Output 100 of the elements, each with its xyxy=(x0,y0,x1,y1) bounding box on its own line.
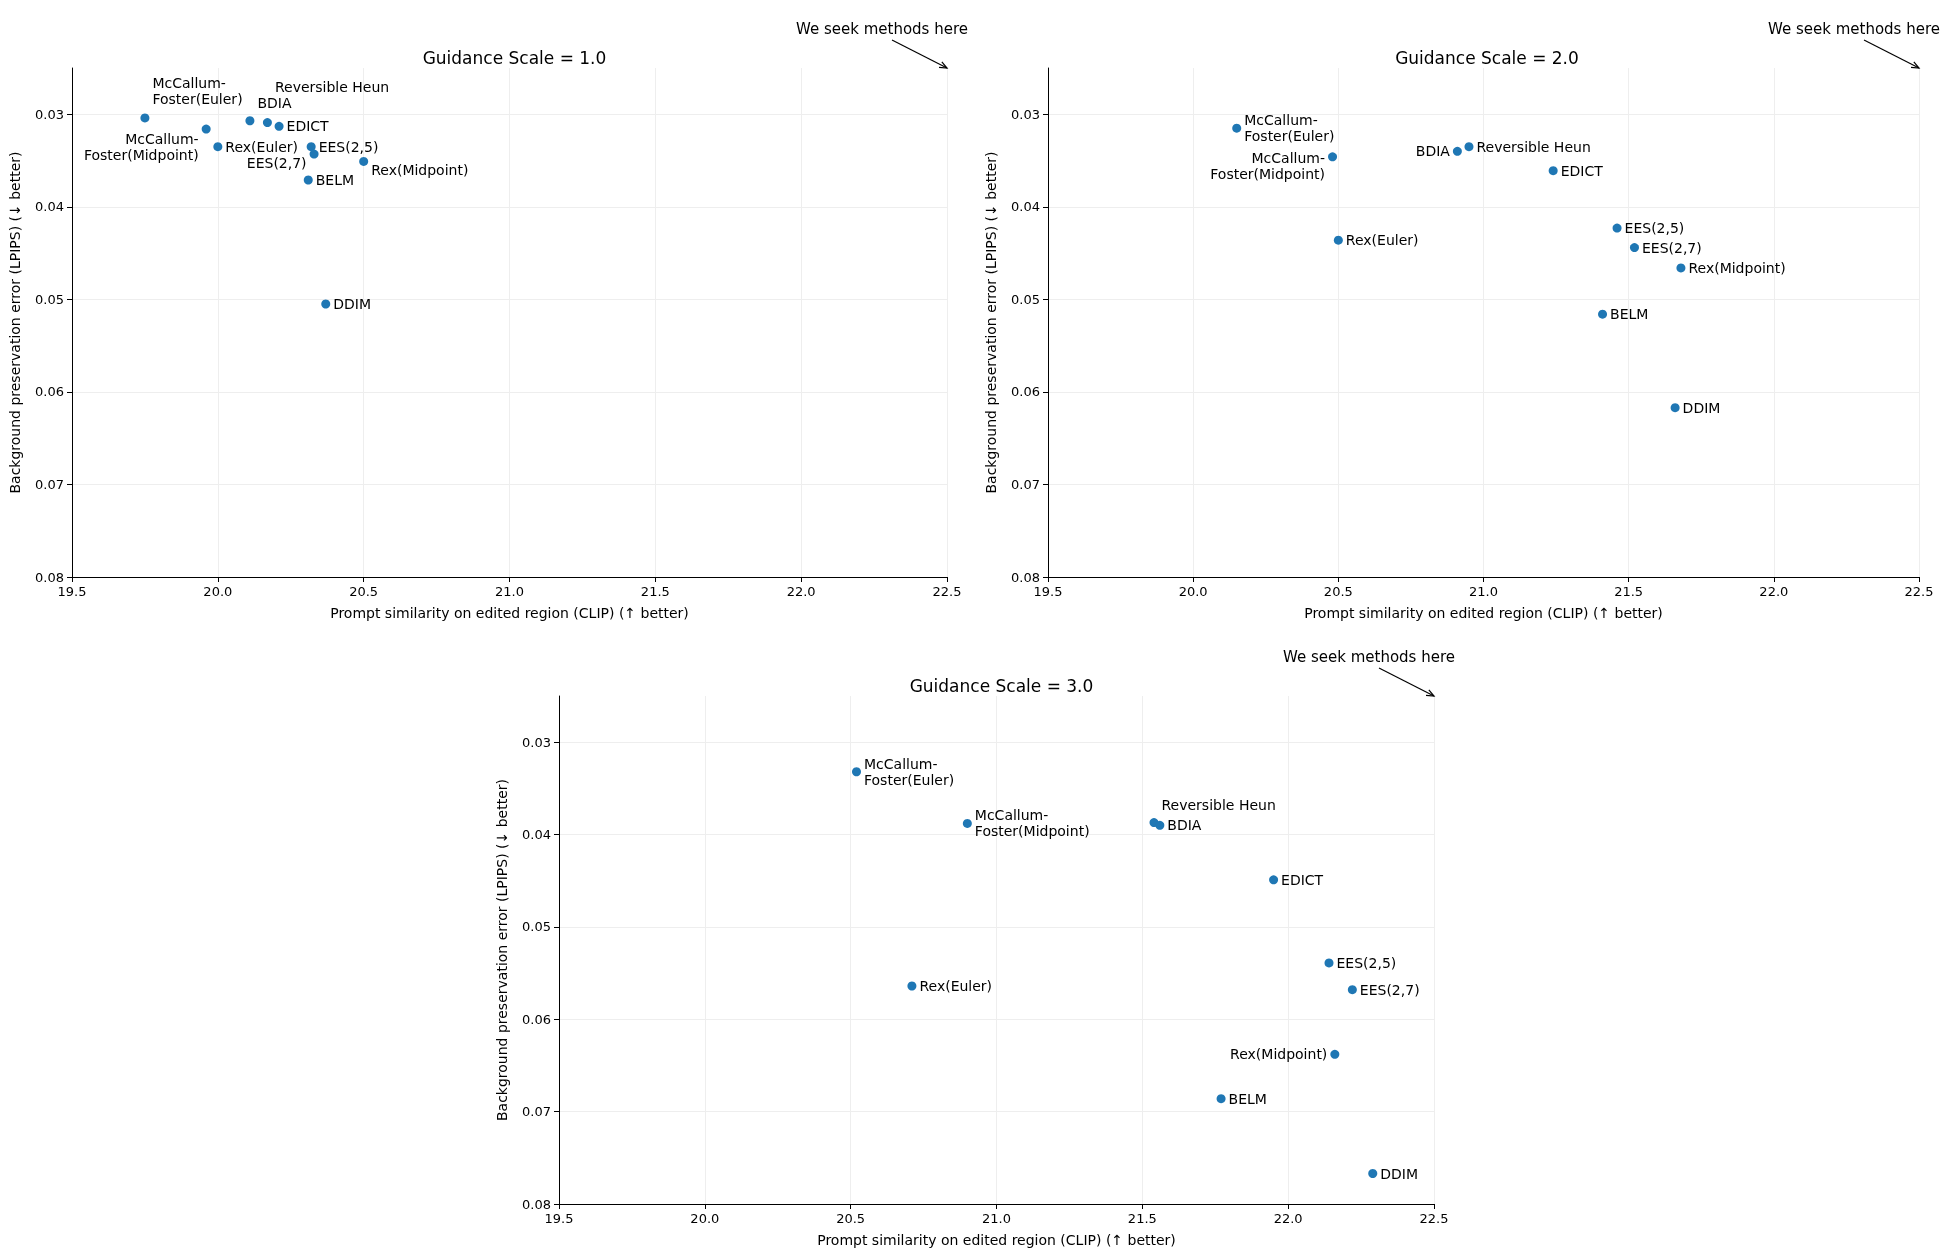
point xyxy=(1333,235,1343,245)
series-label: McCallum- Foster(Midpoint) xyxy=(83,131,199,164)
y-tick-label: 0.06 xyxy=(522,1011,551,1027)
point xyxy=(852,767,861,777)
y-tick-label: 0.08 xyxy=(1011,569,1040,585)
point xyxy=(262,118,272,128)
y-tick-label: 0.03 xyxy=(522,734,551,750)
series-label: McCallum- Foster(Midpoint) xyxy=(974,807,1090,840)
point xyxy=(962,818,972,828)
chart-title: Guidance Scale = 3.0 xyxy=(909,675,1094,696)
x-tick-label: 19.5 xyxy=(544,1211,574,1226)
text: We seek methods here xyxy=(1283,648,1455,666)
point xyxy=(1612,223,1622,233)
x-axis-title: Prompt similarity on edited region (CLIP) (↑ better) xyxy=(330,605,689,621)
x-tick-label: 22.5 xyxy=(932,584,962,599)
y-tick-label: 0.05 xyxy=(522,919,551,935)
y-tick-label: 0.03 xyxy=(35,106,64,122)
x-tick-label: 21.0 xyxy=(982,1211,1011,1226)
point xyxy=(140,113,150,123)
point xyxy=(1598,309,1608,319)
series-label: BELM xyxy=(1610,306,1649,323)
y-axis-title: Background preservation error (LPIPS) (↓ better) xyxy=(7,151,23,494)
x-axis-title: Prompt similarity on edited region (CLIP) (↑ better) xyxy=(817,1232,1176,1248)
x-tick-label: 19.5 xyxy=(57,584,87,599)
point xyxy=(1330,1049,1340,1059)
point xyxy=(321,299,331,309)
series-label: EES(2,5) xyxy=(1624,220,1685,237)
y-tick-label: 0.04 xyxy=(522,827,551,843)
point xyxy=(1328,152,1338,162)
series-label: Rex(Midpoint) xyxy=(371,162,469,179)
point xyxy=(1269,875,1279,885)
y-tick-label: 0.06 xyxy=(1011,384,1040,400)
series-label: EDICT xyxy=(286,118,330,135)
point xyxy=(1452,146,1462,156)
series-label: Rex(Euler) xyxy=(225,138,298,155)
series-label: EDICT xyxy=(1560,162,1604,179)
point xyxy=(1548,166,1558,176)
point xyxy=(1464,142,1474,152)
series-label: BDIA xyxy=(257,94,292,111)
point xyxy=(309,149,319,159)
y-tick-label: 0.05 xyxy=(1011,291,1040,307)
series-label: BDIA xyxy=(1415,143,1451,160)
x-axis-title: Prompt similarity on edited region (CLIP) (↑ better) xyxy=(1304,605,1663,621)
point xyxy=(907,981,917,991)
y-tick-label: 0.06 xyxy=(35,384,64,400)
point xyxy=(1670,403,1680,413)
y-tick-label: 0.08 xyxy=(522,1196,551,1212)
x-tick-label: 20.5 xyxy=(836,1211,866,1226)
y-tick-label: 0.07 xyxy=(1011,476,1040,492)
series-label: EES(2,7) xyxy=(1641,239,1702,256)
x-tick-label: 20.0 xyxy=(203,584,233,599)
x-tick-label: 21.5 xyxy=(1127,1211,1157,1226)
x-tick-label: 22.0 xyxy=(786,584,816,599)
y-tick-label: 0.04 xyxy=(35,199,64,215)
series-label: BELM xyxy=(315,171,355,188)
point xyxy=(1232,123,1242,133)
text: We seek methods here xyxy=(796,20,968,38)
series-label: Reversible Heun xyxy=(274,78,390,95)
point xyxy=(303,175,313,185)
point xyxy=(306,142,316,152)
series-label: EES(2,7) xyxy=(1359,981,1420,998)
series-label: BELM xyxy=(1228,1090,1267,1107)
chart-title: Guidance Scale = 2.0 xyxy=(1395,47,1579,68)
x-tick-label: 22.5 xyxy=(1419,1211,1449,1226)
y-axis-title: Background preservation error (LPIPS) (↓ better) xyxy=(983,151,999,494)
series-label: EES(2,7) xyxy=(246,155,307,172)
series-label: Rex(Midpoint) xyxy=(1230,1046,1328,1063)
point xyxy=(1216,1094,1226,1104)
y-axis-title: Background preservation error (LPIPS) (↓ better) xyxy=(494,778,510,1122)
series-label: McCallum- Foster(Euler) xyxy=(864,755,955,788)
text: We seek methods here xyxy=(1768,20,1940,38)
x-tick-label: 21.5 xyxy=(640,584,670,599)
point xyxy=(213,142,223,152)
y-tick-label: 0.07 xyxy=(35,476,64,492)
y-tick-label: 0.07 xyxy=(522,1104,551,1120)
point xyxy=(1347,985,1357,995)
series-label: BDIA xyxy=(1167,817,1202,834)
y-tick-label: 0.03 xyxy=(1011,106,1040,122)
series-label: Rex(Midpoint) xyxy=(1688,259,1786,276)
series-label: DDIM xyxy=(333,295,372,312)
point xyxy=(359,156,369,166)
series-label: EES(2,5) xyxy=(318,138,379,155)
series-label: EDICT xyxy=(1281,871,1324,888)
point xyxy=(1368,1169,1378,1179)
x-tick-label: 21.5 xyxy=(1614,584,1644,599)
y-tick-label: 0.08 xyxy=(35,569,64,585)
series-label: Reversible Heun xyxy=(1476,138,1591,155)
series-label: Rex(Euler) xyxy=(919,978,993,995)
series-label: McCallum- Foster(Euler) xyxy=(1244,112,1335,145)
x-tick-label: 20.5 xyxy=(1323,584,1353,599)
x-tick-label: 21.0 xyxy=(495,584,524,599)
point xyxy=(1629,243,1639,253)
point xyxy=(274,121,284,131)
x-tick-label: 22.5 xyxy=(1904,584,1934,599)
x-tick-label: 20.5 xyxy=(349,584,379,599)
series-label: EES(2,5) xyxy=(1336,954,1397,971)
series-label: DDIM xyxy=(1682,399,1721,416)
point xyxy=(1155,820,1165,830)
x-tick-label: 22.0 xyxy=(1273,1211,1303,1226)
x-tick-label: 20.0 xyxy=(1178,584,1208,599)
